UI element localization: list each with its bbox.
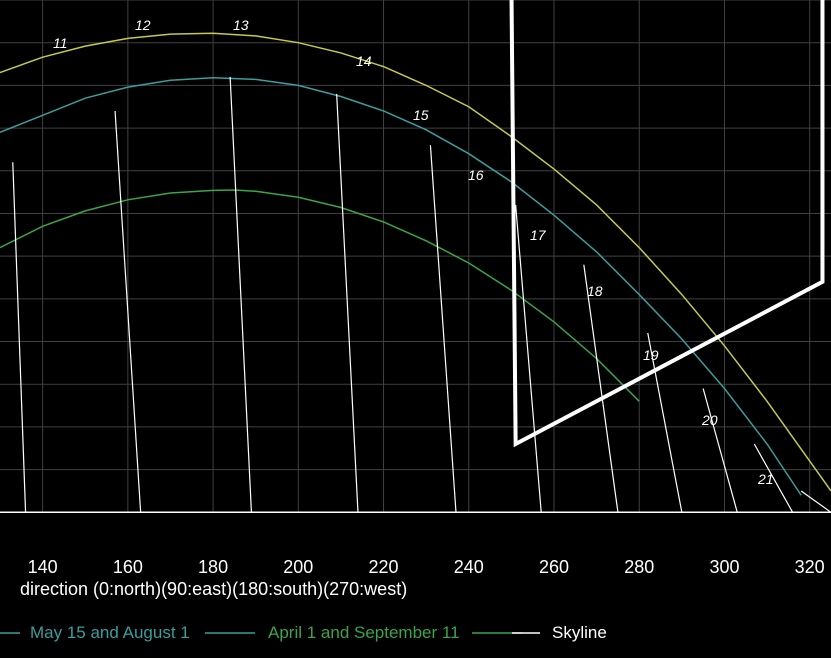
svg-text:260: 260	[539, 557, 569, 577]
svg-text:200: 200	[283, 557, 313, 577]
svg-text:14: 14	[356, 53, 372, 69]
svg-text:Skyline: Skyline	[552, 623, 607, 642]
svg-text:19: 19	[643, 347, 659, 363]
svg-text:280: 280	[624, 557, 654, 577]
x-tick-labels: 140 160 180 200 220 240 260 280 300 320	[28, 557, 825, 577]
hour-lines: 11 12 13 14 15 16 17 18 19 20 21	[13, 17, 831, 512]
svg-text:16: 16	[468, 167, 484, 183]
svg-text:20: 20	[701, 412, 718, 428]
svg-text:May 15 and August 1: May 15 and August 1	[30, 623, 190, 642]
svg-text:13: 13	[233, 17, 249, 33]
chart-legend: May 15 and August 1 April 1 and September…	[0, 623, 607, 642]
svg-text:April 1 and September 11: April 1 and September 11	[268, 623, 460, 642]
svg-text:140: 140	[28, 557, 58, 577]
svg-text:11: 11	[53, 35, 68, 51]
solar-chart: 11 12 13 14 15 16 17 18 19 20 21 140 160 180 200 220 24…	[0, 0, 831, 658]
svg-text:180: 180	[198, 557, 228, 577]
svg-text:240: 240	[454, 557, 484, 577]
skyline-line	[511, 0, 822, 444]
svg-text:18: 18	[587, 283, 603, 299]
svg-text:15: 15	[413, 107, 429, 123]
svg-text:220: 220	[369, 557, 399, 577]
svg-text:12: 12	[135, 17, 151, 33]
x-axis-label: direction (0:north)(90:east)(180:south)(…	[20, 579, 407, 599]
svg-text:17: 17	[530, 227, 547, 243]
svg-text:300: 300	[709, 557, 739, 577]
svg-text:320: 320	[795, 557, 825, 577]
svg-text:21: 21	[757, 471, 774, 487]
svg-text:160: 160	[113, 557, 143, 577]
